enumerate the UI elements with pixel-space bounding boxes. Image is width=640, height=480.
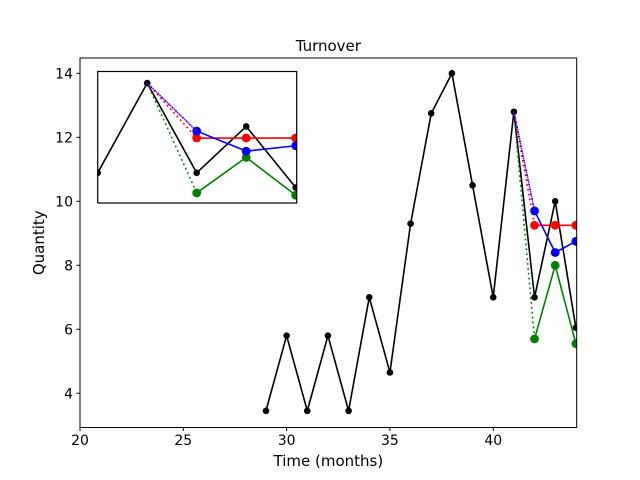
inset-series-forecast-blue-marker (241, 146, 251, 156)
main-series-actual-marker (324, 332, 332, 339)
main-series-forecast-green-marker (571, 339, 577, 349)
main-series-actual-marker (469, 182, 476, 189)
inset-series-actual-line (97, 82, 297, 189)
y-tick-label: 6 (64, 322, 73, 338)
plot-layers: 20 25 30 35 40 4 6 8 10 12 14 (0, 57, 578, 449)
main-series-actual-marker (427, 110, 435, 117)
main-axes: 20 25 30 35 40 4 6 8 10 12 14 (55, 57, 578, 449)
main-series-forecast-blue-leadin-dotted (513, 111, 536, 212)
main-series-forecast-green (513, 111, 577, 349)
inset-series-forecast-red-marker (241, 133, 251, 143)
y-tick-label: 8 (64, 258, 73, 274)
y-tick-label: 12 (55, 130, 73, 146)
chart-title: Turnover (295, 37, 362, 55)
inset-series-actual-marker (292, 184, 297, 191)
main-series-forecast-green-line (533, 264, 577, 344)
inset-series-forecast-green-leadin-dotted (146, 82, 198, 194)
axes-spines (79, 57, 578, 428)
x-tick-label: 25 (174, 433, 192, 449)
inset-series-actual-marker (143, 79, 151, 87)
main-series-actual-marker (531, 294, 538, 301)
main-series-actual-marker (365, 294, 373, 301)
main-series-actual (262, 70, 577, 415)
inset-series-forecast-green (146, 82, 297, 200)
inset-series-layer (0, 61, 297, 200)
inset-series-actual-marker (193, 169, 200, 177)
x-tick-label: 40 (484, 433, 502, 449)
inset-series-actual-marker (242, 123, 250, 130)
main-series-actual-marker (448, 70, 456, 77)
y-tick-label: 4 (64, 386, 73, 402)
main-series-forecast-red-marker (550, 220, 560, 230)
inset-series-forecast-blue (146, 82, 297, 156)
main-series-forecast-red-marker (571, 220, 577, 230)
inset-series-actual-marker (0, 61, 2, 68)
main-series-forecast-blue-line (533, 210, 577, 254)
inset-series-forecast-blue-marker (291, 141, 297, 151)
inset-series-forecast-green-marker (241, 152, 251, 162)
main-series-actual-marker (386, 369, 394, 376)
main-series-actual-marker (283, 332, 290, 339)
main-series-forecast-green-marker (530, 334, 539, 344)
main-series-layer (262, 70, 577, 415)
main-series-actual-marker (262, 407, 270, 415)
inset-series-forecast-green-marker (192, 188, 202, 198)
main-series-forecast-blue (513, 111, 577, 257)
main-series-actual-marker (345, 407, 352, 415)
inset-series-forecast-red-marker (192, 133, 202, 143)
inset-plot (0, 61, 298, 204)
main-series-actual-marker (489, 294, 497, 301)
inset-series-forecast-magenta-leadin-dotted (146, 82, 198, 132)
main-series-actual-line (265, 72, 577, 412)
inset-series-actual (0, 61, 297, 191)
x-tick-label: 30 (278, 433, 296, 449)
main-series-forecast-blue-marker (571, 236, 577, 246)
y-tick-label: 14 (55, 66, 73, 82)
main-series-actual-marker (551, 198, 559, 205)
inset-series-forecast-blue-leadin-dotted (146, 82, 198, 132)
main-series-forecast-green-marker (550, 260, 560, 270)
main-series-forecast-blue-marker (530, 206, 539, 216)
main-series-forecast-blue-marker (550, 248, 560, 257)
main-series-actual-marker (572, 324, 577, 331)
x-tick-label: 20 (71, 433, 89, 449)
x-axis-label: Time (months) (273, 452, 384, 470)
y-axis-label: Quantity (30, 210, 48, 275)
inset-series-forecast-blue-marker (192, 126, 202, 136)
main-series-forecast-red-marker (530, 220, 539, 230)
x-tick-label: 35 (381, 433, 399, 449)
inset-border (97, 70, 298, 204)
main-series-forecast-red (513, 111, 577, 230)
inset-series-forecast-magenta (146, 82, 198, 132)
inset-series-actual-marker (97, 169, 101, 177)
inset-series-forecast-red-marker (291, 133, 297, 143)
y-tick-label: 10 (55, 194, 73, 210)
inset-series-actual-marker (45, 115, 52, 122)
main-series-actual-marker (407, 220, 414, 228)
main-series-forecast-green-leadin-dotted (513, 111, 536, 339)
inset-series-forecast-green-marker (291, 190, 297, 200)
main-series-actual-marker (303, 407, 311, 415)
